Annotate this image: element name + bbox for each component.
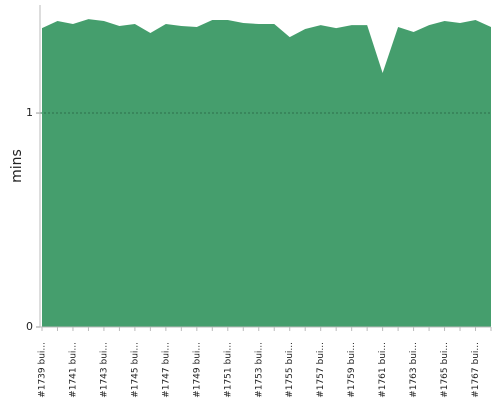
y-tick-label: 1 bbox=[26, 106, 33, 119]
x-tick-label: #1749 bui... bbox=[192, 342, 202, 398]
x-tick-label: #1757 bui... bbox=[316, 342, 326, 398]
x-tick-label: #1765 bui... bbox=[440, 342, 450, 398]
x-tick-label: #1739 bui... bbox=[38, 342, 48, 398]
x-tick-label: #1755 bui... bbox=[285, 342, 295, 398]
x-tick-label: #1747 bui... bbox=[161, 342, 171, 398]
x-tick-label: #1761 bui... bbox=[378, 342, 388, 398]
x-tick-label: #1745 bui... bbox=[130, 342, 140, 398]
y-axis-label: mins bbox=[9, 149, 25, 183]
area bbox=[42, 19, 491, 327]
x-tick-label: #1753 bui... bbox=[254, 342, 264, 398]
x-tick-label: #1763 bui... bbox=[409, 342, 419, 398]
x-tick-label: #1767 bui... bbox=[471, 342, 481, 398]
x-tick-label: #1743 bui... bbox=[99, 342, 109, 398]
y-tick-label: 0 bbox=[26, 320, 33, 333]
x-tick-label: #1741 bui... bbox=[68, 342, 78, 398]
x-tick-label: #1751 bui... bbox=[223, 342, 233, 398]
x-tick-label: #1759 bui... bbox=[347, 342, 357, 398]
